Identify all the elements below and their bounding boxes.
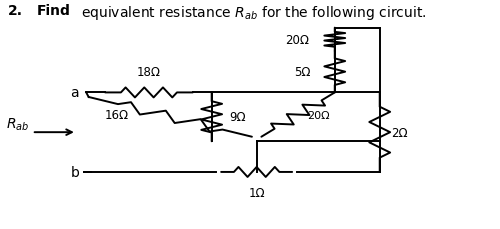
Text: 20Ω: 20Ω (308, 110, 330, 120)
Text: 9Ω: 9Ω (230, 111, 246, 124)
Text: 2.: 2. (8, 4, 23, 18)
Text: 2Ω: 2Ω (392, 126, 408, 139)
Text: 1Ω: 1Ω (248, 186, 265, 199)
Text: b: b (70, 165, 79, 179)
Text: equivalent resistance $R_{ab}$ for the following circuit.: equivalent resistance $R_{ab}$ for the f… (82, 4, 427, 22)
Text: 20Ω: 20Ω (284, 34, 308, 46)
Text: Find: Find (36, 4, 70, 18)
Text: 16Ω: 16Ω (105, 109, 129, 122)
Text: 5Ω: 5Ω (294, 66, 311, 79)
Text: a: a (70, 86, 79, 100)
Text: $R_{ab}$: $R_{ab}$ (6, 117, 30, 133)
Text: 18Ω: 18Ω (137, 66, 161, 79)
